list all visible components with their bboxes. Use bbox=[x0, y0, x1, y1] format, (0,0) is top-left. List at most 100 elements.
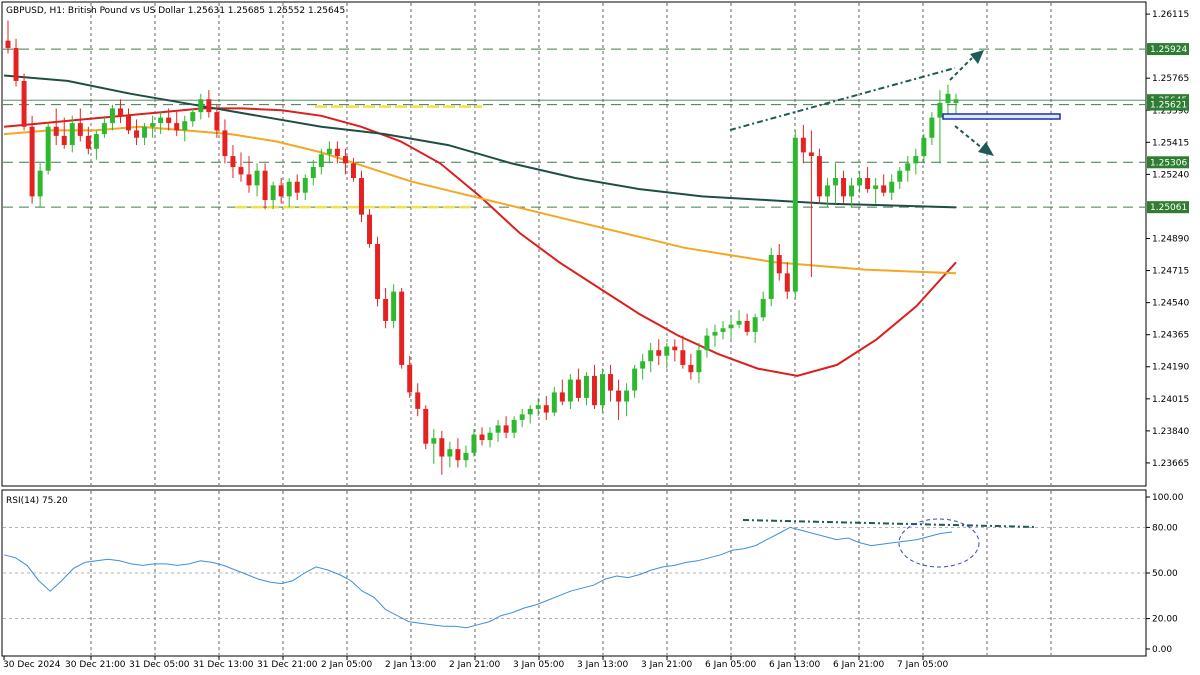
candle-body bbox=[664, 346, 670, 356]
candle-body bbox=[158, 117, 164, 124]
candle-body bbox=[519, 414, 525, 420]
price-tick-label: 1.24540 bbox=[1152, 299, 1189, 309]
rsi-tick-label: 20.00 bbox=[1152, 615, 1178, 625]
candle-body bbox=[206, 99, 212, 113]
candle-body bbox=[495, 425, 501, 433]
candle-body bbox=[37, 170, 43, 197]
moving-average-line bbox=[3, 74, 957, 209]
candle-body bbox=[53, 126, 59, 136]
candle-body bbox=[889, 181, 895, 193]
price-tick-label: 1.24015 bbox=[1152, 395, 1189, 405]
candle-body bbox=[656, 350, 662, 356]
candle-body bbox=[535, 405, 541, 409]
candle-body bbox=[712, 331, 718, 336]
candle-body bbox=[326, 148, 332, 155]
rsi-title: RSI(14) 75.20 bbox=[6, 496, 68, 506]
candle-body bbox=[13, 47, 19, 81]
candle-body bbox=[117, 108, 123, 116]
candle-body bbox=[286, 181, 292, 197]
time-tick-label: 2 Jan 21:00 bbox=[449, 660, 501, 670]
candle-body bbox=[511, 419, 517, 433]
rsi-line bbox=[3, 526, 953, 629]
candle-body bbox=[752, 317, 758, 332]
trend-line bbox=[729, 67, 956, 131]
candle-body bbox=[77, 123, 83, 136]
candle-body bbox=[600, 374, 605, 406]
time-tick-label: 3 Jan 21:00 bbox=[641, 660, 693, 670]
time-tick-label: 6 Jan 13:00 bbox=[769, 660, 821, 670]
rsi-trend-line bbox=[742, 519, 1036, 528]
candle-body bbox=[359, 178, 364, 215]
rsi-tick-label: 0.00 bbox=[1152, 645, 1172, 655]
candle-body bbox=[455, 449, 461, 461]
candle-body bbox=[945, 93, 951, 103]
candle-body bbox=[792, 137, 798, 292]
price-tick-label: 1.24190 bbox=[1152, 363, 1189, 373]
candle-body bbox=[503, 425, 509, 433]
candle-body bbox=[953, 99, 959, 103]
rsi-tick-label: 80.00 bbox=[1152, 523, 1178, 533]
time-tick-label: 31 Dec 13:00 bbox=[193, 660, 254, 670]
arrow-up-icon bbox=[970, 50, 984, 64]
candle-body bbox=[897, 170, 903, 182]
candle-body bbox=[190, 112, 196, 122]
candle-body bbox=[760, 298, 766, 318]
candle-body bbox=[5, 40, 11, 48]
candle-body bbox=[640, 361, 646, 369]
candle-body bbox=[559, 392, 565, 402]
candle-body bbox=[134, 130, 140, 138]
candle-body bbox=[29, 126, 35, 197]
time-tick-label: 3 Jan 05:00 bbox=[513, 660, 565, 670]
candle-body bbox=[816, 156, 822, 197]
candle-body bbox=[342, 156, 348, 164]
price-tick-label: 1.26115 bbox=[1152, 10, 1189, 20]
price-tick-label: 1.24715 bbox=[1152, 267, 1189, 277]
candle-body bbox=[367, 214, 373, 244]
candle-body bbox=[808, 152, 814, 157]
candle-body bbox=[776, 254, 782, 274]
candle-body bbox=[150, 123, 156, 127]
candle-body bbox=[929, 117, 935, 138]
candle-body bbox=[407, 364, 413, 393]
time-tick-label: 31 Dec 21:00 bbox=[257, 660, 318, 670]
target-box bbox=[942, 113, 1061, 120]
candle-body bbox=[696, 350, 702, 373]
time-tick-label: 2 Jan 05:00 bbox=[321, 660, 373, 670]
candle-body bbox=[800, 137, 806, 153]
candle-body bbox=[93, 134, 99, 149]
candle-body bbox=[391, 291, 397, 321]
candle-body bbox=[672, 346, 678, 351]
candle-body bbox=[447, 449, 453, 457]
candle-body bbox=[833, 178, 838, 186]
time-tick-label: 3 Jan 13:00 bbox=[577, 660, 629, 670]
candle-body bbox=[198, 99, 204, 113]
candle-body bbox=[471, 434, 477, 453]
candle-body bbox=[841, 178, 847, 197]
candle-body bbox=[824, 185, 830, 197]
candle-body bbox=[69, 123, 75, 146]
candle-body bbox=[182, 121, 188, 131]
price-box-label: 1.25306 bbox=[1150, 158, 1187, 168]
time-tick-label: 30 Dec 2024 bbox=[3, 660, 61, 670]
moving-average-line bbox=[3, 107, 957, 377]
candle-body bbox=[608, 374, 614, 391]
rsi-tick-label: 50.00 bbox=[1152, 569, 1178, 579]
candle-body bbox=[865, 178, 871, 190]
candle-body bbox=[849, 185, 855, 197]
candle-body bbox=[616, 390, 622, 402]
price-box bbox=[1147, 201, 1189, 214]
candle-body bbox=[768, 254, 774, 299]
candle-body bbox=[262, 170, 268, 201]
candle-body bbox=[399, 291, 405, 365]
price-box bbox=[1147, 98, 1189, 111]
price-box-label: 1.25621 bbox=[1150, 101, 1187, 111]
price-pane-frame bbox=[1, 1, 1147, 487]
price-tick-label: 1.25240 bbox=[1152, 170, 1189, 180]
candle-body bbox=[350, 163, 356, 179]
arrow-up-shaft bbox=[949, 57, 973, 81]
candle-body bbox=[857, 178, 863, 186]
candle-body bbox=[254, 170, 260, 186]
price-tick-label: 1.24365 bbox=[1152, 331, 1189, 341]
